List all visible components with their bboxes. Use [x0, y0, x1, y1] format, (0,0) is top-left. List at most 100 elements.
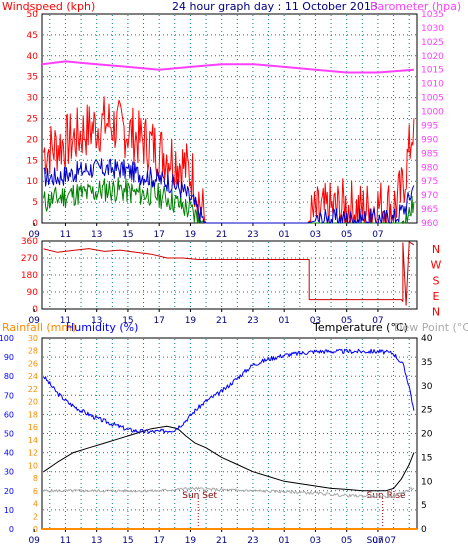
- dir-ytick-label: 90: [27, 288, 39, 298]
- baro-ytick-label: 1010: [421, 80, 444, 90]
- rainfall-header: Rainfall (mm): [2, 321, 76, 334]
- dir-xtick-label: 23: [247, 316, 258, 326]
- baro-ytick-label: 970: [421, 191, 438, 201]
- temperature-line: [43, 425, 415, 492]
- baro-ytick-label: 975: [421, 177, 438, 187]
- dir-ytick-label: 0: [32, 305, 38, 315]
- temp-ytick-label: 5: [421, 501, 427, 511]
- direction-panel: [41, 240, 418, 310]
- rain-ytick-label: 16: [28, 423, 38, 432]
- temp-xtick-label: 23: [247, 536, 258, 546]
- wind-ytick-label: 10: [27, 177, 39, 187]
- temp-ytick-label: 30: [421, 382, 433, 392]
- temp-xtick-label: 13: [91, 536, 102, 546]
- wind-ytick-label: 5: [32, 198, 38, 208]
- sunset-label: Sun Set: [182, 491, 217, 501]
- wind-xtick-label: 01: [278, 230, 289, 240]
- humidity-ytick-label: 10: [4, 506, 14, 515]
- wind-xtick-label: 21: [216, 230, 227, 240]
- rain-ytick-label: 24: [28, 372, 38, 381]
- wind-ytick-label: 20: [27, 135, 39, 145]
- dir-xtick-label: 21: [216, 316, 227, 326]
- wind-xtick-label: 09: [28, 230, 40, 240]
- rain-ytick-label: 8: [33, 474, 38, 483]
- baro-ytick-label: 960: [421, 219, 438, 229]
- temp-ytick-label: 10: [421, 477, 433, 487]
- humidity-ytick-label: 70: [4, 391, 14, 400]
- rain-ytick-label: 6: [33, 487, 38, 496]
- dir-xtick-label: 11: [60, 316, 71, 326]
- rain-ytick-label: 28: [28, 347, 38, 356]
- dir-ytick-label: 270: [21, 254, 38, 264]
- barometer-line: [41, 60, 414, 74]
- dir-xtick-label: 07: [372, 316, 383, 326]
- dir-xtick-label: 15: [122, 316, 133, 326]
- baro-ytick-label: 965: [421, 205, 438, 215]
- dir-xtick-label: 03: [310, 316, 321, 326]
- temp-xtick-label: 03: [310, 536, 321, 546]
- baro-ytick-label: 990: [421, 135, 438, 145]
- wind-ytick-label: 30: [27, 94, 39, 104]
- temp-ytick-label: 0: [421, 525, 427, 535]
- humidity-ytick-label: 20: [4, 487, 14, 496]
- rain-ytick-label: 22: [28, 385, 38, 394]
- wind-xtick-label: 23: [247, 230, 258, 240]
- windspeed-header: Windspeed (kph): [2, 0, 95, 13]
- wind-ytick-label: 50: [27, 10, 39, 20]
- dir-ytick-label: 360: [21, 237, 38, 247]
- wind-ytick-label: 0: [32, 219, 38, 229]
- dir-xtick-label: 19: [185, 316, 197, 326]
- temp-xtick-label: 15: [122, 536, 133, 546]
- compass-label: S: [433, 274, 440, 287]
- dir-xtick-label: 01: [278, 316, 289, 326]
- dewpoint-line: [43, 486, 415, 499]
- compass-label: E: [433, 290, 440, 303]
- humidity-ytick-label: 80: [4, 372, 14, 381]
- baro-ytick-label: 1015: [421, 66, 444, 76]
- dir-xtick-label: 09: [28, 316, 40, 326]
- baro-ytick-label: 995: [421, 121, 438, 131]
- temp-xtick-label: 01: [278, 536, 289, 546]
- chart-title: 24 hour graph day : 11 October 2013: [172, 0, 378, 13]
- wind-xtick-label: 11: [60, 230, 71, 240]
- rain-ytick-label: 10: [28, 461, 38, 470]
- rain-ytick-label: 18: [28, 410, 38, 419]
- barometer-header: Barometer (hpa): [370, 0, 461, 13]
- compass-label: W: [431, 259, 442, 272]
- dir-xtick-label: 05: [341, 316, 352, 326]
- wind-ytick-label: 40: [27, 52, 39, 62]
- sunrise-axis-label: Sun: [367, 536, 384, 546]
- dir-ytick-label: 180: [21, 271, 38, 281]
- humidity-ytick-label: 0: [9, 525, 14, 534]
- wind-ytick-label: 35: [27, 73, 38, 83]
- baro-ytick-label: 1005: [421, 94, 444, 104]
- temp-xtick-label: 19: [185, 536, 197, 546]
- baro-ytick-label: 1025: [421, 38, 444, 48]
- rain-ytick-label: 12: [28, 449, 38, 458]
- baro-ytick-label: 1020: [421, 52, 444, 62]
- temp-xtick-label: 17: [153, 536, 164, 546]
- wind-xtick-label: 07: [372, 230, 383, 240]
- wind-xtick-label: 13: [91, 230, 102, 240]
- temp-ytick-label: 25: [421, 406, 432, 416]
- baro-ytick-label: 980: [421, 163, 438, 173]
- wind-xtick-label: 17: [153, 230, 164, 240]
- rain-ytick-label: 20: [28, 398, 38, 407]
- wind-xtick-label: 03: [310, 230, 321, 240]
- temperature-header: Temperature (°C): [312, 321, 408, 334]
- rain-ytick-label: 26: [28, 359, 38, 368]
- wind-xtick-label: 15: [122, 230, 133, 240]
- humidity-line: [43, 348, 415, 434]
- wind-xtick-label: 19: [185, 230, 197, 240]
- temp-ytick-label: 20: [421, 430, 433, 440]
- wind-ytick-label: 15: [27, 156, 38, 166]
- wind-ytick-label: 45: [27, 31, 38, 41]
- humidity-ytick-label: 40: [4, 449, 14, 458]
- sunrise-label: Sun Rise: [367, 491, 406, 501]
- rain-ytick-label: 4: [33, 500, 38, 509]
- wind-ytick-label: 25: [27, 115, 38, 125]
- rain-ytick-label: 14: [28, 436, 38, 445]
- humidity-ytick-label: 30: [4, 468, 14, 477]
